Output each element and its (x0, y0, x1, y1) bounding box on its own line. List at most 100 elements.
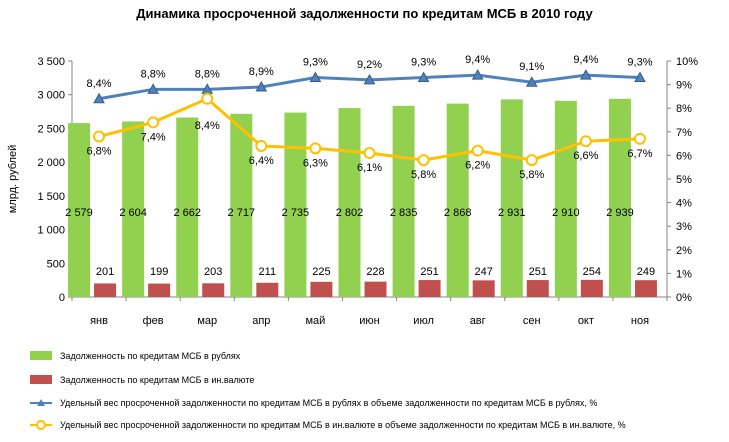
label-rub-share: 9,3% (411, 57, 436, 69)
label-rub-share: 9,2% (357, 59, 382, 71)
point-fx-share (633, 132, 646, 145)
y2-tick-label: 1% (676, 268, 692, 280)
x-tick-label: ноя (631, 315, 649, 327)
point-fx-share (255, 139, 268, 152)
x-tick-label: янв (90, 315, 108, 327)
y2-tick-label: 4% (676, 198, 692, 210)
bar-fx (202, 283, 225, 297)
y-tick-label: 1 500 (37, 191, 65, 203)
label-fx-share: 5,8% (411, 169, 436, 181)
bar-fx (148, 283, 171, 297)
bar-fx-label: 228 (366, 266, 384, 278)
point-rub-share (580, 69, 592, 80)
bar-rub-label: 2 910 (552, 207, 580, 219)
bar-rub-label: 2 835 (390, 207, 418, 219)
bar-fx-label: 225 (312, 266, 330, 278)
point-rub-share (525, 76, 538, 87)
bar-fx-label: 247 (475, 266, 493, 278)
x-tick-label: май (305, 315, 325, 327)
y-axis-title: млрд. рублей (7, 145, 19, 213)
point-fx-share (147, 116, 160, 129)
point-rub-share (309, 71, 322, 83)
bar-rub (554, 100, 577, 297)
label-fx-share: 6,1% (357, 162, 382, 174)
bar-rub (68, 123, 91, 297)
point-rub-share (363, 73, 376, 85)
label-rub-share: 8,9% (249, 66, 274, 78)
label-fx-share: 6,7% (627, 148, 652, 160)
label-fx-share: 8,4% (195, 120, 220, 132)
bar-fx-label: 203 (204, 266, 222, 278)
bar-rub-label: 2 662 (173, 207, 201, 219)
y2-tick-label: 9% (676, 80, 692, 92)
bar-rub (392, 105, 415, 297)
bar-rub (284, 112, 307, 297)
point-rub-share (147, 83, 159, 94)
point-fx-share (309, 142, 322, 155)
y-tick-label: 500 (47, 258, 65, 270)
legend-swatch (30, 375, 52, 384)
x-tick-label: июн (359, 315, 379, 327)
point-fx-share (93, 130, 106, 143)
legend-label: Задолженность по кредитам МСБ в ин.валют… (60, 375, 254, 385)
y-tick-label: 3 000 (37, 90, 65, 102)
bar-fx-label: 254 (583, 266, 601, 278)
y-tick-label: 2 500 (37, 123, 65, 135)
bar-fx (94, 283, 117, 297)
lines (93, 69, 646, 167)
bar-rub-label: 2 735 (282, 207, 310, 219)
y2-tick-label: 2% (676, 245, 692, 257)
y-tick-label: 0 (59, 292, 65, 304)
y-tick-label: 1 000 (37, 225, 65, 237)
y-tick-label: 3 500 (37, 56, 65, 68)
label-fx-share: 6,3% (303, 157, 328, 169)
point-rub-share (634, 71, 646, 83)
bar-rub (176, 117, 199, 297)
y2-tick-label: 0% (676, 292, 692, 304)
point-rub-share (417, 71, 430, 83)
label-fx-share: 6,4% (249, 155, 274, 167)
point-fx-share (201, 92, 214, 105)
x-tick-label: мар (197, 315, 217, 327)
y2-tick-label: 6% (676, 150, 692, 162)
y2-tick-label: 3% (676, 221, 692, 233)
label-rub-share: 9,4% (465, 54, 490, 66)
label-fx-share: 6,6% (573, 150, 598, 162)
y2-tick-label: 8% (676, 103, 692, 115)
bar-fx-label: 201 (96, 266, 114, 278)
bar-rub (230, 113, 253, 297)
label-fx-share: 5,8% (519, 169, 544, 181)
x-tick-label: авг (470, 315, 486, 327)
point-rub-share (93, 92, 105, 104)
label-rub-share: 8,8% (141, 68, 166, 80)
x-tick-label: апр (252, 315, 270, 327)
axes: 0 500 1 000 1 500 2 000 2 500 3 000 3 500 0% 1% 2%… (7, 56, 698, 327)
label-rub-share: 9,3% (303, 57, 328, 69)
bar-fx-label: 251 (529, 266, 547, 278)
point-fx-share (417, 154, 430, 167)
chart-title: Динамика просроченной задолженности по к… (136, 6, 593, 21)
bar-rub (608, 98, 631, 298)
bar-fx (634, 280, 657, 297)
x-tick-label: сен (523, 315, 541, 327)
legend: Задолженность по кредитам МСБ в рублях За… (30, 351, 626, 430)
bar-fx (580, 279, 603, 297)
legend-label: Удельный вес просроченной задолженности … (60, 420, 626, 430)
bar-rub-label: 2 802 (336, 207, 364, 219)
y2-tick-label: 5% (676, 174, 692, 186)
label-fx-share: 7,4% (141, 131, 166, 143)
point-fx-share (471, 144, 484, 157)
point-fx-share (363, 147, 376, 160)
bar-fx-label: 211 (259, 266, 277, 278)
bar-fx (364, 281, 387, 297)
y2-tick-label: 10% (676, 56, 698, 68)
bar-fx (472, 280, 495, 297)
label-rub-share: 8,8% (195, 68, 220, 80)
label-rub-share: 8,4% (87, 78, 112, 90)
bar-fx (256, 282, 279, 297)
bar-rub-label: 2 717 (228, 207, 256, 219)
bar-fx (310, 281, 333, 297)
bar-fx-label: 199 (150, 266, 168, 278)
bar-rub-label: 2 604 (119, 207, 147, 219)
